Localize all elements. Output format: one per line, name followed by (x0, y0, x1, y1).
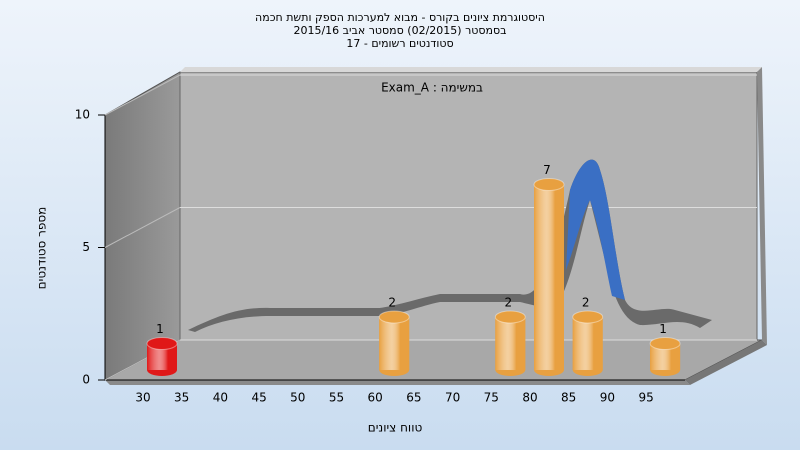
bar-top (146, 337, 178, 350)
x-tick-label: 85 (561, 391, 576, 405)
bar-body (572, 317, 603, 370)
bar-top (378, 310, 410, 324)
bar (572, 310, 604, 376)
x-tick-label: 75 (484, 391, 499, 405)
x-axis-label: טווח ציונים (368, 421, 423, 435)
title-line: בסמסטר (02/2015) סמסטר אביב 2015/16 (293, 24, 506, 37)
bar-top (572, 310, 604, 324)
data-label: 2 (388, 296, 396, 310)
floor-side (685, 340, 767, 385)
left-wall (104, 71, 181, 381)
grid-line (104, 207, 181, 248)
y-tick-label: 5 (82, 240, 90, 254)
data-label: 2 (582, 296, 590, 310)
data-label: 1 (156, 322, 164, 336)
bar-top (649, 337, 681, 350)
bar (533, 178, 565, 376)
x-tick-label: 65 (406, 391, 421, 405)
data-label: 2 (504, 296, 512, 310)
data-label: 1 (659, 322, 667, 336)
x-tick-label: 70 (445, 391, 460, 405)
x-tick-label: 40 (213, 391, 228, 405)
y-tick-label: 0 (82, 373, 90, 387)
bar-top (494, 310, 526, 324)
data-label: 7 (543, 163, 551, 177)
top-edge (180, 67, 762, 72)
x-tick-label: 80 (522, 391, 537, 405)
x-tick-label: 30 (135, 391, 150, 405)
floor-edge (105, 380, 690, 385)
x-tick-label: 55 (329, 391, 344, 405)
bar (494, 310, 526, 376)
bar-top (533, 178, 565, 191)
x-tick-label: 90 (600, 391, 615, 405)
x-tick-label: 45 (251, 391, 266, 405)
annotation: Exam_A : במשימה (381, 81, 483, 95)
bar (649, 337, 681, 376)
title-line: סטודנטים רשומים - 17 (346, 37, 453, 50)
bar-body (379, 317, 410, 370)
x-tick-label: 35 (174, 391, 189, 405)
right-edge (757, 67, 767, 345)
bar-body (534, 184, 564, 370)
curve-peak (566, 159, 625, 300)
bar-body (495, 317, 526, 370)
grid-line (104, 74, 181, 116)
bar (146, 337, 178, 376)
y-axis-label: מספר סטודנטים (35, 207, 49, 290)
title-line: היסטוגרמת ציונים בקורס - מבוא למערכות הס… (255, 11, 545, 24)
y-tick-label: 10 (75, 108, 90, 122)
x-tick-label: 60 (368, 391, 383, 405)
x-tick-label: 95 (638, 391, 653, 405)
bar (378, 310, 410, 376)
x-tick-label: 50 (290, 391, 305, 405)
